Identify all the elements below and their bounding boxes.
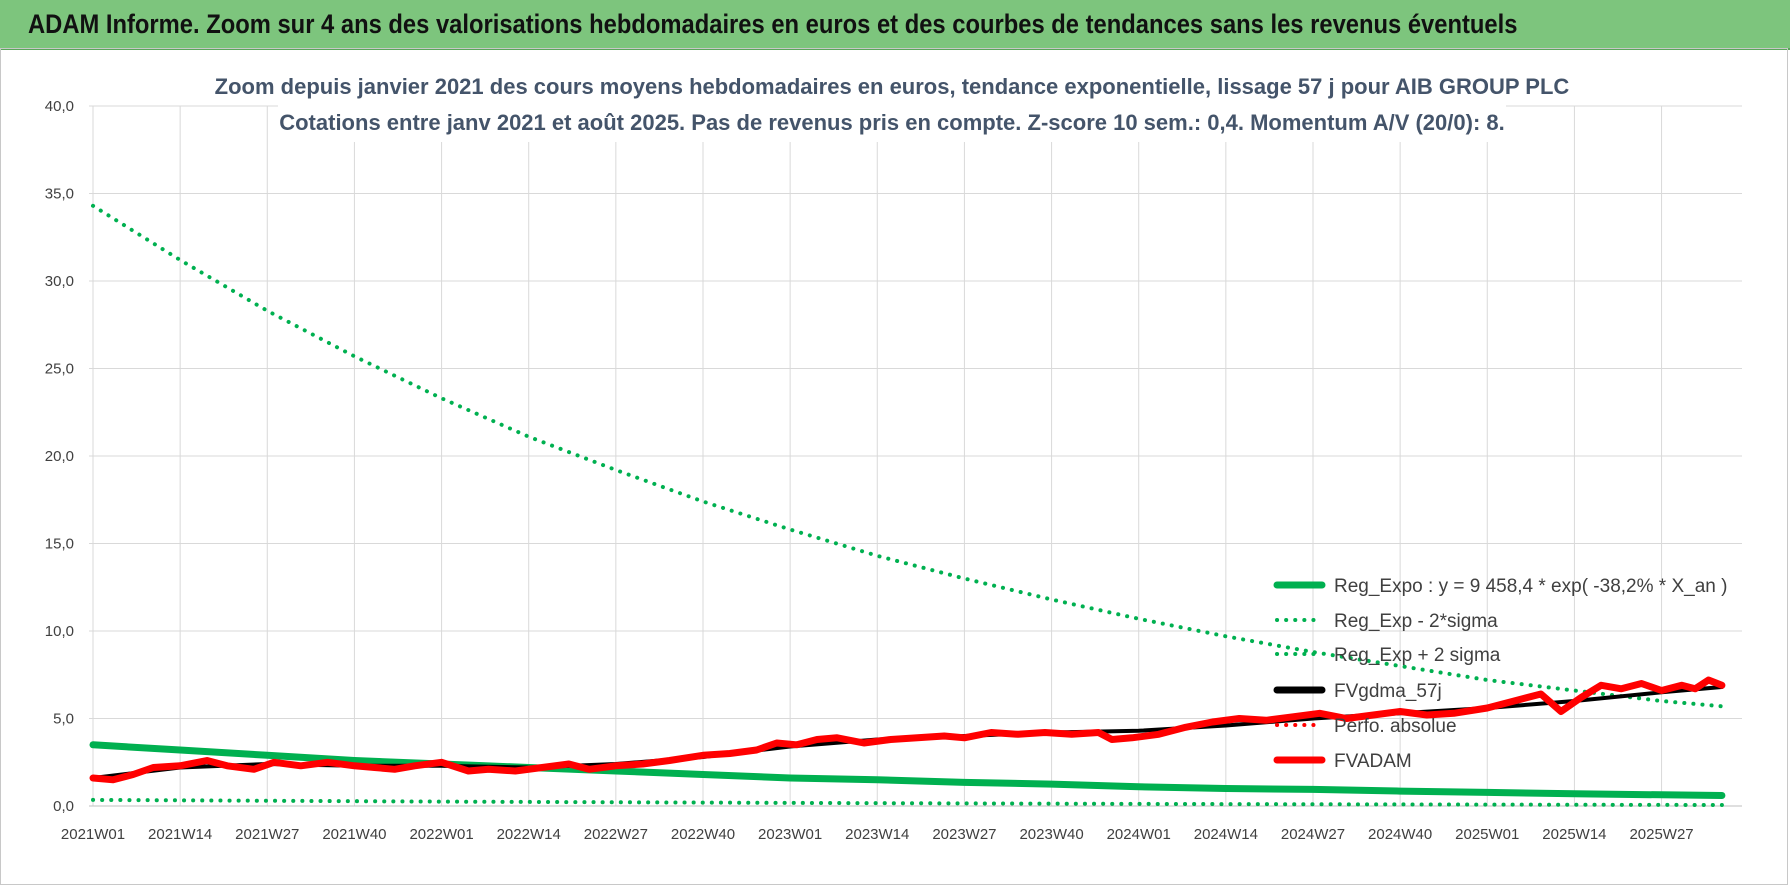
x-tick-label: 2025W14	[1542, 826, 1606, 843]
series-line-1	[91, 797, 1724, 807]
x-axis-tick-labels: 2021W01 2021W14 2021W27 2021W40 2022W01 2022W…	[61, 826, 1694, 843]
legend-label: FVgdma_57j	[1334, 681, 1442, 702]
report-banner: ADAM Informe. Zoom sur 4 ans des valoris…	[0, 0, 1790, 50]
report-title: ADAM Informe. Zoom sur 4 ans des valoris…	[28, 9, 1518, 39]
series-line-5	[89, 676, 1726, 784]
x-tick-label: 2022W01	[409, 826, 473, 843]
grid-lines	[89, 105, 1742, 807]
x-tick-label: 2025W27	[1629, 826, 1693, 843]
chart-title: Zoom depuis janvier 2021 des cours moyen…	[215, 74, 1570, 99]
x-tick-label: 2023W40	[1019, 826, 1083, 843]
x-tick-label: 2023W01	[758, 826, 822, 843]
x-tick-label: 2024W01	[1107, 826, 1171, 843]
x-tick-label: 2024W27	[1281, 826, 1345, 843]
y-tick-label: 20,0	[45, 448, 74, 465]
x-tick-label: 2022W27	[584, 826, 648, 843]
y-tick-label: 25,0	[45, 361, 74, 378]
y-tick-label: 5,0	[53, 711, 74, 728]
legend-label: Reg_Exp - 2*sigma	[1334, 611, 1498, 632]
chart-legend: Reg_Expo : y = 9 458,4 * exp( -38,2% * X…	[1273, 576, 1727, 772]
legend-label: Perfo. absolue	[1334, 716, 1457, 737]
x-tick-label: 2021W27	[235, 826, 299, 843]
x-tick-label: 2021W01	[61, 826, 125, 843]
legend-label: FVADAM	[1334, 751, 1412, 772]
series-line-0	[89, 741, 1726, 799]
x-tick-label: 2021W14	[148, 826, 212, 843]
chart-title-background	[278, 68, 1506, 142]
y-tick-label: 0,0	[53, 798, 74, 815]
series-line-2	[91, 203, 1724, 709]
y-tick-label: 30,0	[45, 273, 74, 290]
chart-frame	[0, 48, 1788, 885]
y-tick-label: 35,0	[45, 186, 74, 203]
x-tick-label: 2022W40	[671, 826, 735, 843]
x-tick-label: 2024W40	[1368, 826, 1432, 843]
x-tick-label: 2024W14	[1194, 826, 1258, 843]
data-series	[89, 203, 1726, 807]
y-tick-label: 15,0	[45, 536, 74, 553]
x-tick-label: 2022W14	[497, 826, 561, 843]
y-tick-label: 40,0	[45, 98, 74, 115]
y-axis-tick-labels: 0,0 5,0 10,0 15,0 20,0 25,0 30,0 35,0 40,0	[45, 98, 74, 815]
x-tick-label: 2023W27	[932, 826, 996, 843]
x-tick-label: 2021W40	[322, 826, 386, 843]
chart-subtitle: Cotations entre janv 2021 et août 2025. …	[279, 110, 1505, 135]
chart-titles: Zoom depuis janvier 2021 des cours moyen…	[215, 68, 1570, 142]
y-tick-label: 10,0	[45, 623, 74, 640]
legend-label: Reg_Expo : y = 9 458,4 * exp( -38,2% * X…	[1334, 576, 1727, 597]
legend-label: Reg_Exp + 2 sigma	[1334, 645, 1501, 666]
x-tick-label: 2025W01	[1455, 826, 1519, 843]
x-tick-label: 2023W14	[845, 826, 909, 843]
